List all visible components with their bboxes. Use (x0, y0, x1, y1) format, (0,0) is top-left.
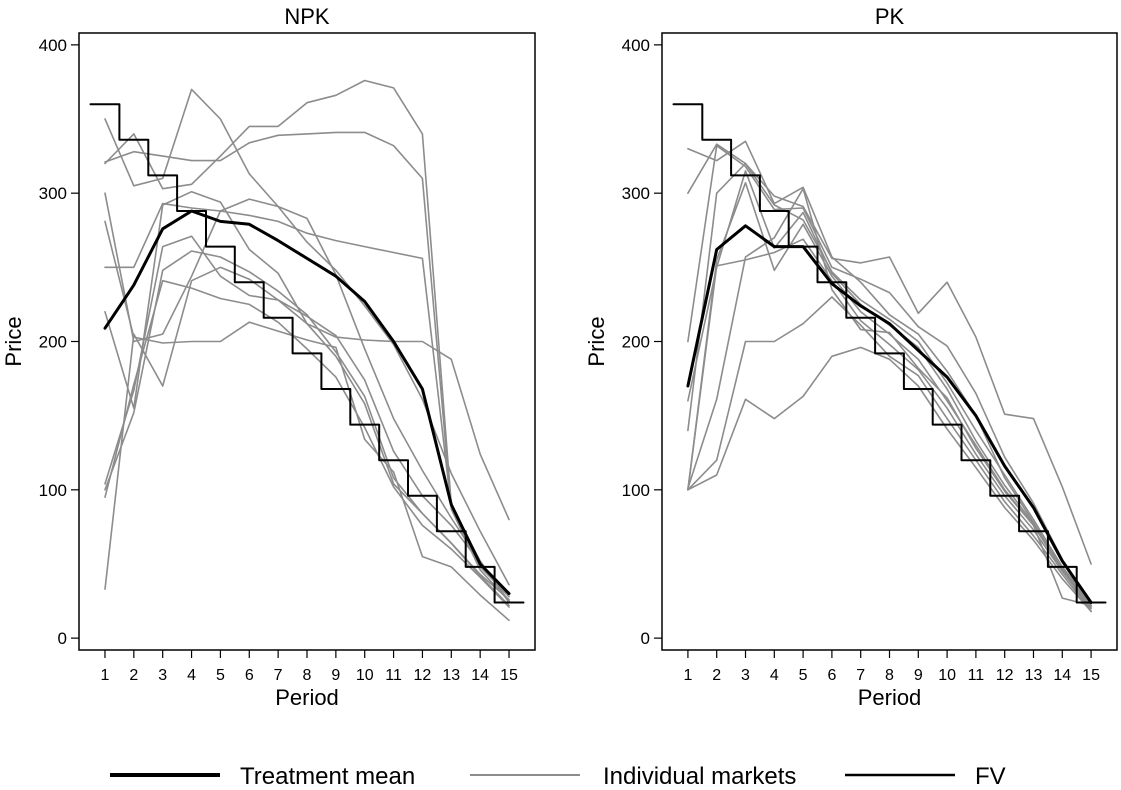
x-tick-label-npk: 15 (500, 667, 518, 684)
chart-title-npk: NPK (284, 4, 330, 29)
series-line-market-6-npk (104, 190, 510, 601)
x-tick-label-npk: 7 (274, 667, 283, 684)
series-line-market-10-npk (104, 266, 510, 590)
series-line-market-1-npk (104, 88, 510, 586)
x-tick-label-npk: 11 (385, 667, 402, 684)
x-tick-label-pk: 9 (914, 667, 923, 684)
x-tick-label-pk: 15 (1082, 667, 1100, 684)
y-tick-label-npk: 400 (39, 36, 67, 55)
x-tick-label-npk: 13 (442, 667, 460, 684)
x-tick-label-pk: 3 (741, 667, 750, 684)
x-tick-label-pk: 6 (827, 667, 836, 684)
series-line-market-5-npk (104, 198, 510, 598)
y-tick-label-pk: 0 (641, 629, 650, 648)
series-line-market-3-npk (104, 131, 510, 602)
y-tick-label-npk: 300 (39, 184, 67, 203)
legend-item-treatment-mean: Treatment mean (110, 763, 415, 790)
x-tick-label-pk: 1 (683, 667, 692, 684)
x-axis-label-npk: Period (275, 685, 339, 710)
x-tick-label-npk: 5 (216, 667, 225, 684)
y-tick-label-npk: 200 (39, 333, 67, 352)
legend-label-treatment-mean: Treatment mean (240, 763, 415, 790)
legend: Treatment mean Individual markets FV (110, 763, 1006, 790)
series-line-market-9-pk (687, 346, 1092, 613)
series-line-market-10-pk (687, 187, 1092, 607)
series-line-market-2-npk (104, 79, 510, 598)
x-tick-label-npk: 12 (414, 667, 432, 684)
x-tick-label-npk: 8 (303, 667, 312, 684)
series-line-market-1-pk (687, 140, 1092, 613)
x-tick-label-pk: 11 (968, 667, 985, 684)
series-line-market-4-npk (104, 192, 510, 604)
x-tick-label-npk: 14 (471, 667, 489, 684)
legend-item-fv: FV (845, 763, 1006, 790)
plot-area-npk (89, 79, 525, 622)
series-line-market-8-pk (687, 296, 1092, 613)
y-tick-label-npk: 100 (39, 481, 67, 500)
legend-item-individual-markets: Individual markets (470, 763, 796, 790)
series-line-fv-pk (672, 103, 1107, 604)
series-line-market-7-pk (687, 238, 1092, 610)
series-line-treatment-mean-pk (686, 224, 1093, 604)
x-tick-label-pk: 10 (938, 667, 956, 684)
series-line-fv-npk (89, 103, 525, 604)
x-tick-label-pk: 14 (1053, 667, 1071, 684)
x-tick-label-npk: 1 (101, 667, 110, 684)
series-line-market-6-pk (687, 182, 1092, 608)
series-line-market-5-pk (687, 170, 1092, 607)
y-axis-label-npk: Price (1, 316, 26, 366)
chart-title-pk: PK (875, 4, 905, 29)
series-line-market-9-npk (104, 279, 510, 608)
x-tick-label-npk: 2 (129, 667, 138, 684)
y-axis-label-pk: Price (584, 316, 609, 366)
x-tick-label-pk: 2 (712, 667, 721, 684)
x-tick-label-pk: 4 (770, 667, 779, 684)
plot-area-pk (672, 103, 1107, 613)
series-line-market-11-npk (104, 220, 510, 622)
series-line-market-7-npk (104, 235, 510, 602)
y-tick-label-pk: 100 (622, 481, 650, 500)
series-line-market-2-pk (687, 143, 1092, 565)
x-tick-label-npk: 9 (331, 667, 340, 684)
series-line-market-3-pk (687, 144, 1092, 604)
x-tick-label-pk: 13 (1025, 667, 1043, 684)
x-tick-label-pk: 5 (799, 667, 808, 684)
legend-label-individual-markets: Individual markets (603, 763, 796, 790)
y-tick-label-pk: 200 (622, 333, 650, 352)
x-tick-label-npk: 10 (356, 667, 374, 684)
x-tick-label-npk: 3 (158, 667, 167, 684)
y-tick-label-npk: 0 (58, 629, 67, 648)
series-line-treatment-mean-npk (103, 209, 511, 596)
y-tick-label-pk: 300 (622, 184, 650, 203)
series-line-market-4-pk (687, 162, 1092, 604)
x-axis-label-pk: Period (858, 685, 922, 710)
x-tick-label-pk: 7 (856, 667, 865, 684)
x-tick-label-npk: 4 (187, 667, 196, 684)
x-tick-label-pk: 12 (996, 667, 1014, 684)
x-tick-label-npk: 6 (245, 667, 254, 684)
legend-label-fv: FV (975, 763, 1006, 790)
series-line-market-8-npk (104, 250, 510, 607)
x-tick-label-pk: 8 (885, 667, 894, 684)
y-tick-label-pk: 400 (622, 36, 650, 55)
